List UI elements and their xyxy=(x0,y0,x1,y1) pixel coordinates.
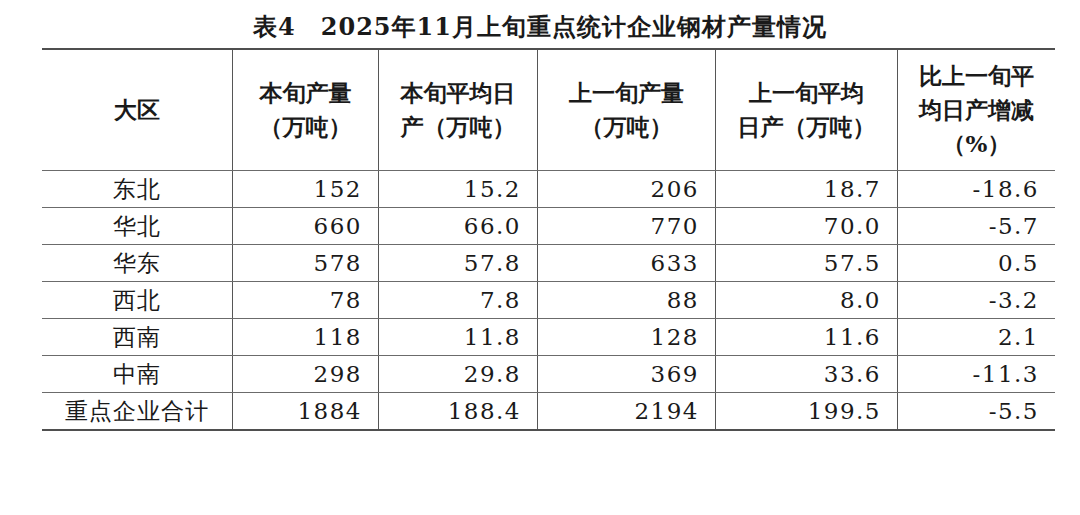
column-header-current_period_daily_avg: 本旬平均日 产（万吨） xyxy=(379,49,538,171)
value-cell-current_period_daily_avg: 11.8 xyxy=(379,319,538,356)
region-cell: 重点企业合计 xyxy=(42,393,233,431)
value-cell-daily_avg_change_pct: -18.6 xyxy=(898,171,1056,208)
document-page: 表4 2025年11月上旬重点统计企业钢材产量情况 大区本旬产量 （万吨）本旬平… xyxy=(0,0,1080,515)
value-cell-daily_avg_change_pct: -11.3 xyxy=(898,356,1056,393)
table-row: 华北66066.077070.0-5.7 xyxy=(42,208,1055,245)
value-cell-previous_period_daily_avg: 18.7 xyxy=(716,171,898,208)
value-cell-previous_period_output: 369 xyxy=(538,356,716,393)
value-cell-daily_avg_change_pct: -3.2 xyxy=(898,282,1056,319)
table-row: 中南29829.836933.6-11.3 xyxy=(42,356,1055,393)
value-cell-current_period_output: 118 xyxy=(233,319,379,356)
column-header-region: 大区 xyxy=(42,49,233,171)
value-cell-previous_period_output: 633 xyxy=(538,245,716,282)
value-cell-previous_period_daily_avg: 199.5 xyxy=(716,393,898,431)
table-row: 华东57857.863357.50.5 xyxy=(42,245,1055,282)
value-cell-daily_avg_change_pct: -5.5 xyxy=(898,393,1056,431)
value-cell-daily_avg_change_pct: -5.7 xyxy=(898,208,1056,245)
value-cell-current_period_daily_avg: 15.2 xyxy=(379,171,538,208)
value-cell-current_period_output: 660 xyxy=(233,208,379,245)
value-cell-current_period_daily_avg: 57.8 xyxy=(379,245,538,282)
value-cell-current_period_output: 1884 xyxy=(233,393,379,431)
value-cell-current_period_output: 78 xyxy=(233,282,379,319)
value-cell-previous_period_output: 128 xyxy=(538,319,716,356)
column-header-previous_period_daily_avg: 上一旬平均 日产（万吨） xyxy=(716,49,898,171)
value-cell-previous_period_daily_avg: 70.0 xyxy=(716,208,898,245)
region-cell: 中南 xyxy=(42,356,233,393)
region-cell: 西南 xyxy=(42,319,233,356)
value-cell-previous_period_output: 88 xyxy=(538,282,716,319)
value-cell-current_period_daily_avg: 29.8 xyxy=(379,356,538,393)
value-cell-previous_period_daily_avg: 57.5 xyxy=(716,245,898,282)
value-cell-current_period_output: 578 xyxy=(233,245,379,282)
header-row: 大区本旬产量 （万吨）本旬平均日 产（万吨）上一旬产量 （万吨）上一旬平均 日产… xyxy=(42,49,1055,171)
value-cell-current_period_daily_avg: 7.8 xyxy=(379,282,538,319)
value-cell-previous_period_daily_avg: 8.0 xyxy=(716,282,898,319)
steel-output-table: 大区本旬产量 （万吨）本旬平均日 产（万吨）上一旬产量 （万吨）上一旬平均 日产… xyxy=(42,48,1055,431)
value-cell-current_period_output: 298 xyxy=(233,356,379,393)
table-row: 东北15215.220618.7-18.6 xyxy=(42,171,1055,208)
region-cell: 西北 xyxy=(42,282,233,319)
value-cell-previous_period_output: 206 xyxy=(538,171,716,208)
column-header-previous_period_output: 上一旬产量 （万吨） xyxy=(538,49,716,171)
value-cell-previous_period_daily_avg: 33.6 xyxy=(716,356,898,393)
table-row: 西北787.8888.0-3.2 xyxy=(42,282,1055,319)
table-caption: 表4 2025年11月上旬重点统计企业钢材产量情况 xyxy=(0,0,1080,41)
table-body: 东北15215.220618.7-18.6华北66066.077070.0-5.… xyxy=(42,171,1055,431)
value-cell-previous_period_daily_avg: 11.6 xyxy=(716,319,898,356)
value-cell-current_period_output: 152 xyxy=(233,171,379,208)
value-cell-current_period_daily_avg: 66.0 xyxy=(379,208,538,245)
region-cell: 华北 xyxy=(42,208,233,245)
column-header-daily_avg_change_pct: 比上一旬平 均日产增减 （%） xyxy=(898,49,1056,171)
value-cell-previous_period_output: 770 xyxy=(538,208,716,245)
region-cell: 华东 xyxy=(42,245,233,282)
column-header-current_period_output: 本旬产量 （万吨） xyxy=(233,49,379,171)
value-cell-daily_avg_change_pct: 2.1 xyxy=(898,319,1056,356)
table-header: 大区本旬产量 （万吨）本旬平均日 产（万吨）上一旬产量 （万吨）上一旬平均 日产… xyxy=(42,49,1055,171)
table-row: 西南11811.812811.62.1 xyxy=(42,319,1055,356)
value-cell-current_period_daily_avg: 188.4 xyxy=(379,393,538,431)
value-cell-daily_avg_change_pct: 0.5 xyxy=(898,245,1056,282)
value-cell-previous_period_output: 2194 xyxy=(538,393,716,431)
table-row-total: 重点企业合计1884188.42194199.5-5.5 xyxy=(42,393,1055,431)
region-cell: 东北 xyxy=(42,171,233,208)
